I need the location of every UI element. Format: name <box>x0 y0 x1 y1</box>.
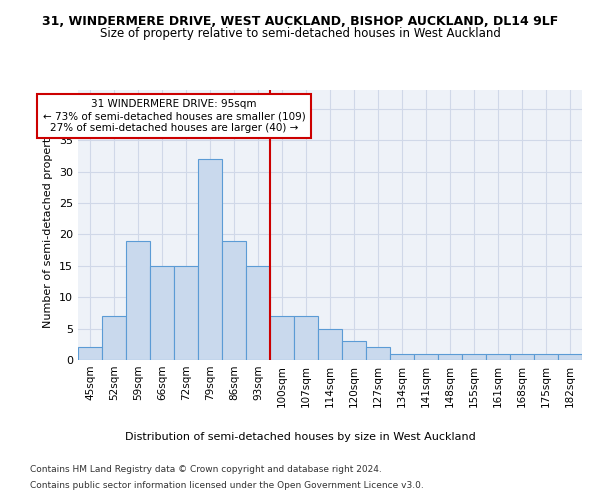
Bar <box>102 316 126 360</box>
Bar <box>246 266 270 360</box>
Bar <box>294 316 318 360</box>
Text: Size of property relative to semi-detached houses in West Auckland: Size of property relative to semi-detach… <box>100 28 500 40</box>
Bar <box>438 354 462 360</box>
Text: Contains public sector information licensed under the Open Government Licence v3: Contains public sector information licen… <box>30 481 424 490</box>
Bar <box>390 354 414 360</box>
Text: Contains HM Land Registry data © Crown copyright and database right 2024.: Contains HM Land Registry data © Crown c… <box>30 465 382 474</box>
Bar <box>126 240 150 360</box>
Text: 31 WINDERMERE DRIVE: 95sqm
← 73% of semi-detached houses are smaller (109)
27% o: 31 WINDERMERE DRIVE: 95sqm ← 73% of semi… <box>43 100 305 132</box>
Bar <box>414 354 438 360</box>
Bar <box>342 341 366 360</box>
Bar <box>222 240 246 360</box>
Bar <box>462 354 486 360</box>
Bar <box>150 266 174 360</box>
Bar <box>366 348 390 360</box>
Text: Distribution of semi-detached houses by size in West Auckland: Distribution of semi-detached houses by … <box>125 432 475 442</box>
Text: 31, WINDERMERE DRIVE, WEST AUCKLAND, BISHOP AUCKLAND, DL14 9LF: 31, WINDERMERE DRIVE, WEST AUCKLAND, BIS… <box>42 15 558 28</box>
Bar <box>510 354 534 360</box>
Y-axis label: Number of semi-detached properties: Number of semi-detached properties <box>43 122 53 328</box>
Bar <box>558 354 582 360</box>
Bar <box>534 354 558 360</box>
Bar <box>174 266 198 360</box>
Bar <box>270 316 294 360</box>
Bar <box>198 159 222 360</box>
Bar <box>486 354 510 360</box>
Bar <box>318 328 342 360</box>
Bar <box>78 348 102 360</box>
